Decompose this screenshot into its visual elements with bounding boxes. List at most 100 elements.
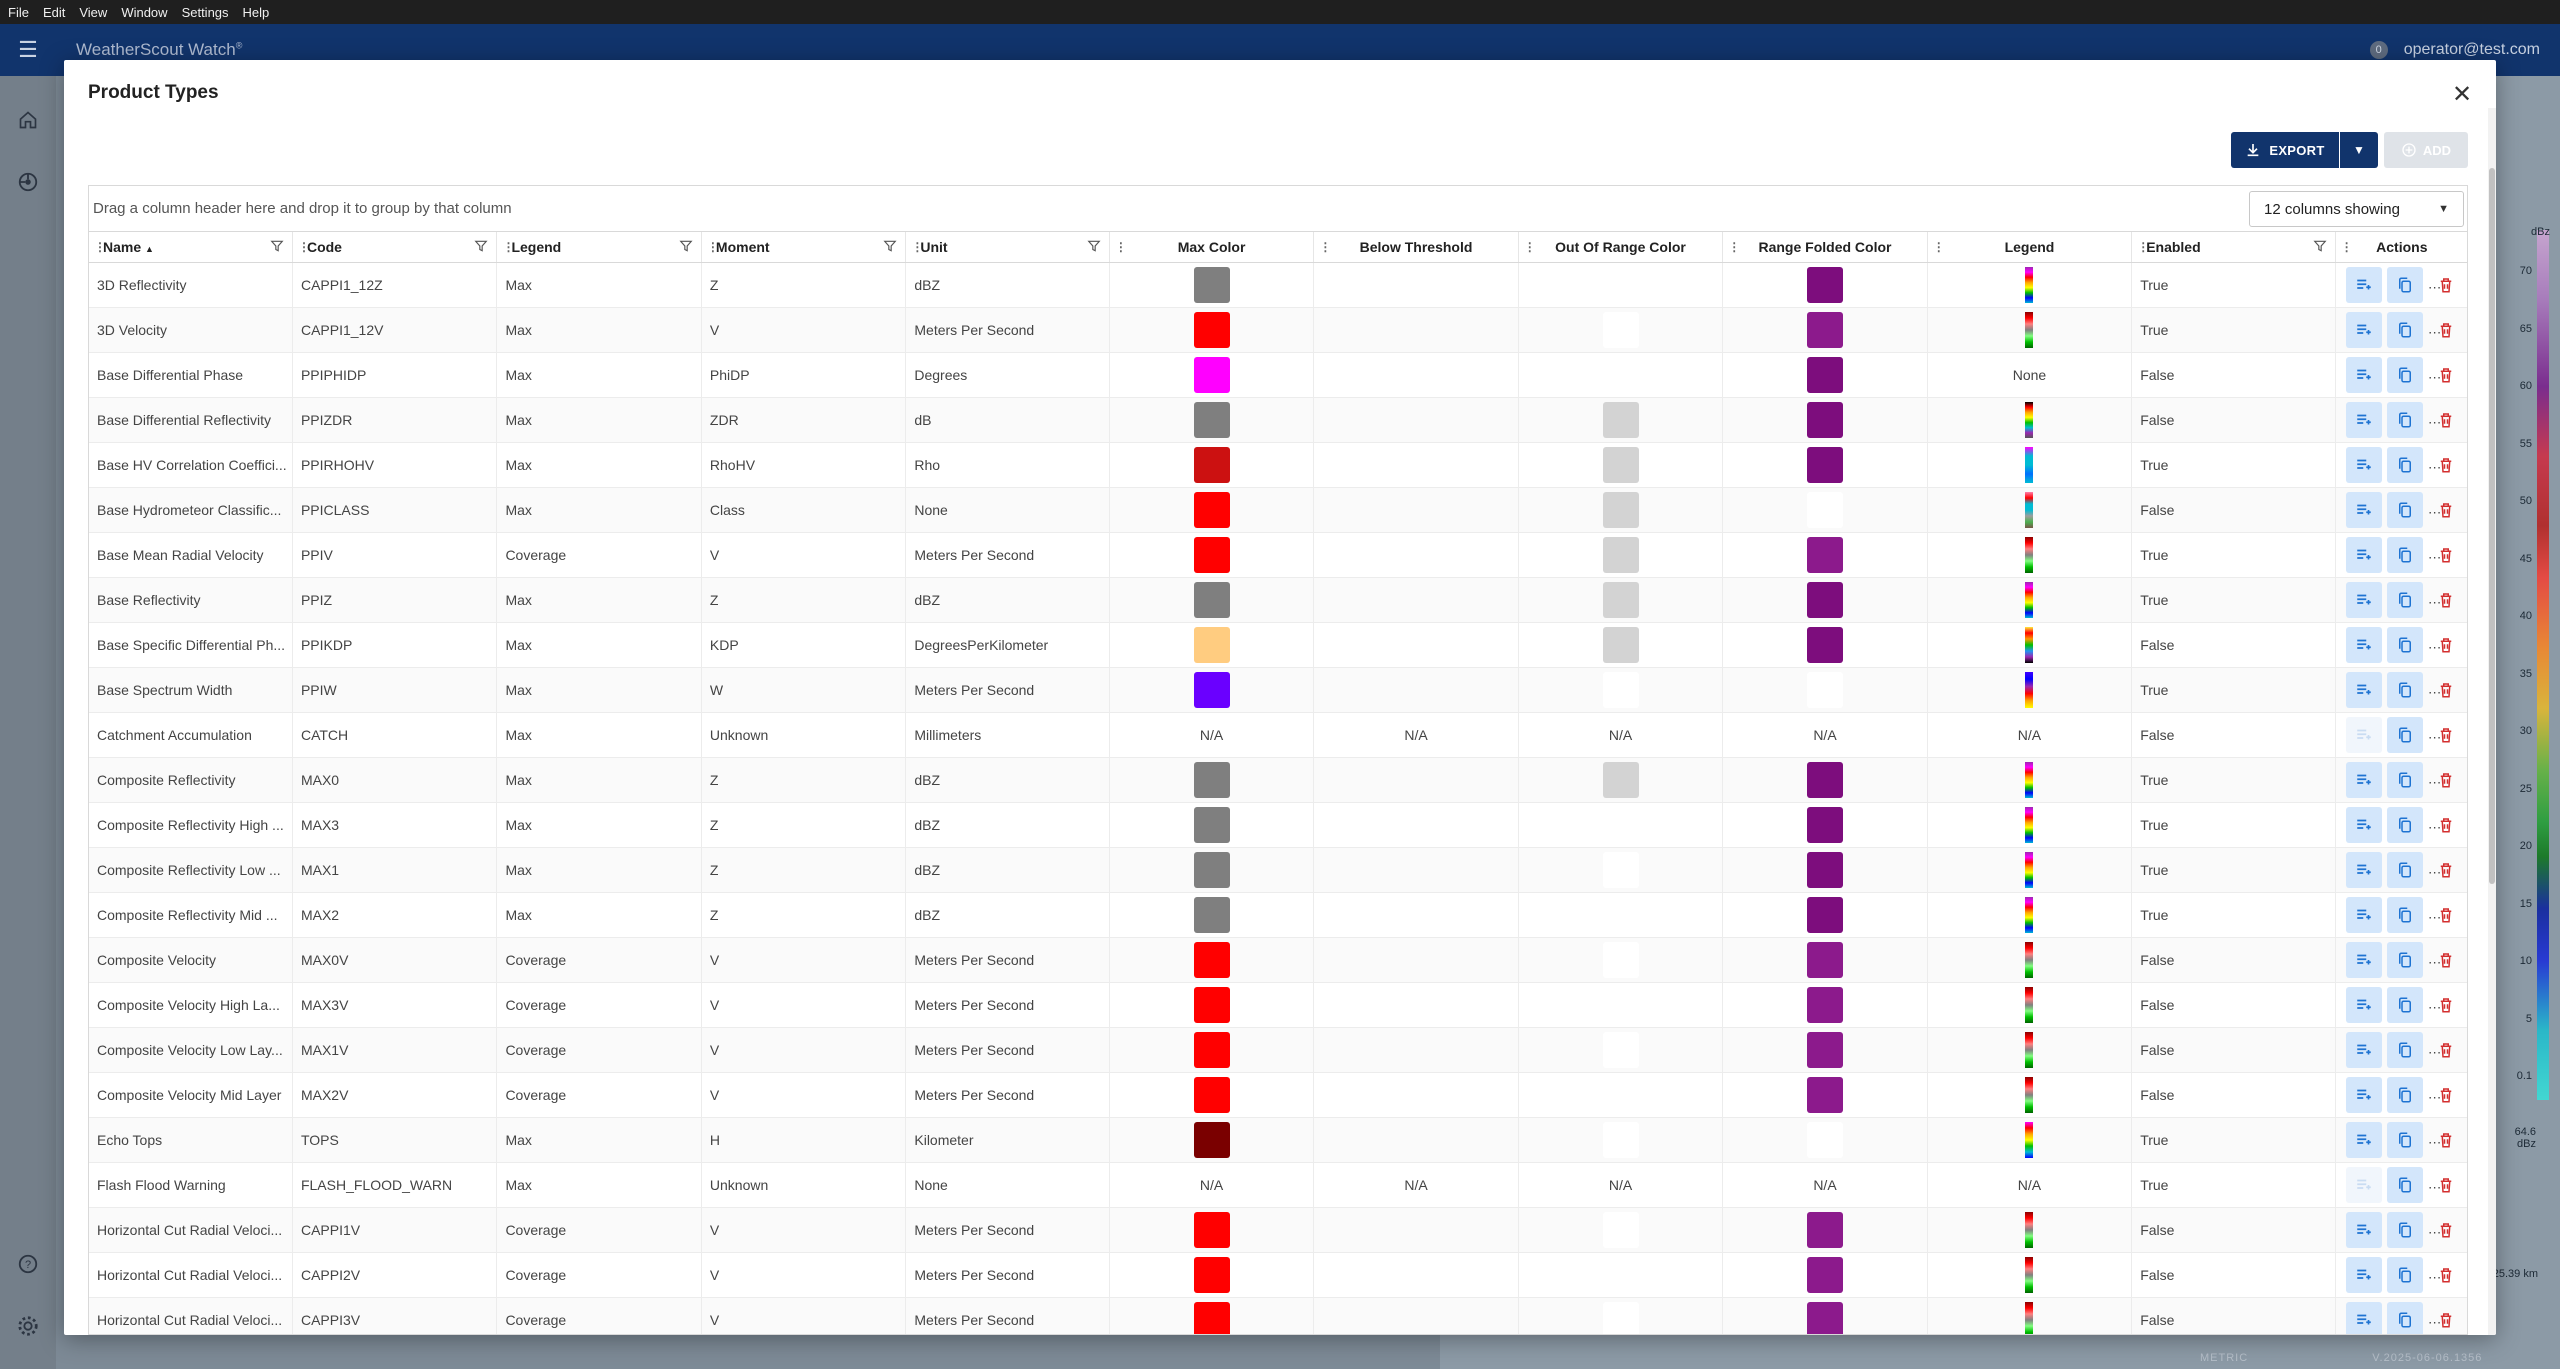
- filter-icon[interactable]: [679, 239, 693, 253]
- drag-handle-icon[interactable]: ⋮: [1932, 240, 1945, 254]
- menu-window[interactable]: Window: [121, 4, 168, 20]
- col-header-enabled[interactable]: ⋮ Enabled: [2131, 232, 2336, 263]
- col-header-below-threshold[interactable]: ⋮ Below Threshold: [1313, 232, 1519, 263]
- color-swatch[interactable]: [1193, 1256, 1230, 1293]
- table-row[interactable]: Echo Tops TOPS Max H Kilometer True: [89, 1117, 2467, 1163]
- duplicate-row-button[interactable]: [2386, 1076, 2423, 1113]
- table-row[interactable]: Composite Velocity Mid Layer MAX2V Coverag…: [89, 1072, 2467, 1118]
- edit-row-button[interactable]: [2345, 401, 2382, 438]
- edit-row-button[interactable]: [2345, 716, 2382, 753]
- duplicate-row-button[interactable]: [2386, 986, 2423, 1023]
- color-swatch[interactable]: [1602, 671, 1639, 708]
- duplicate-row-button[interactable]: [2386, 1256, 2423, 1293]
- help-icon[interactable]: ?: [14, 1250, 42, 1278]
- filter-icon[interactable]: [1087, 239, 1101, 253]
- color-swatch[interactable]: [1806, 356, 1843, 393]
- col-header-code[interactable]: ⋮ Code: [292, 232, 498, 263]
- edit-row-button[interactable]: [2345, 1166, 2382, 1203]
- col-header-max-color[interactable]: ⋮ Max Color: [1109, 232, 1315, 263]
- duplicate-row-button[interactable]: [2386, 1166, 2423, 1203]
- color-swatch[interactable]: [1602, 626, 1639, 663]
- duplicate-row-button[interactable]: [2386, 716, 2423, 753]
- col-header-out-of-range-color[interactable]: ⋮ Out Of Range Color: [1518, 232, 1724, 263]
- color-swatch[interactable]: [1602, 311, 1639, 348]
- col-header-moment[interactable]: ⋮ Moment: [701, 232, 907, 263]
- table-row[interactable]: Base HV Correlation Coeffici... PPIRHOHV M…: [89, 442, 2467, 488]
- color-swatch[interactable]: [1602, 1121, 1639, 1158]
- color-swatch[interactable]: [1806, 1301, 1843, 1334]
- color-swatch[interactable]: [1193, 356, 1230, 393]
- dialog-scrollbar[interactable]: [2488, 108, 2496, 1335]
- duplicate-row-button[interactable]: [2386, 806, 2423, 843]
- table-row[interactable]: Horizontal Cut Radial Veloci... CAPPI3V Co…: [89, 1297, 2467, 1334]
- table-row[interactable]: Base Differential Phase PPIPHIDP Max PhiDP D…: [89, 352, 2467, 398]
- col-header-unit[interactable]: ⋮ Unit: [905, 232, 1110, 263]
- color-swatch[interactable]: [1806, 536, 1843, 573]
- col-header-legend[interactable]: ⋮ Legend: [496, 232, 702, 263]
- menu-view[interactable]: View: [79, 4, 108, 20]
- menu-settings[interactable]: Settings: [181, 4, 229, 20]
- edit-row-button[interactable]: [2345, 671, 2382, 708]
- color-swatch[interactable]: [1602, 1031, 1639, 1068]
- filter-icon[interactable]: [474, 239, 488, 253]
- group-by-panel[interactable]: Drag a column header here and drop it to…: [89, 186, 2467, 232]
- color-swatch[interactable]: [1193, 1031, 1230, 1068]
- duplicate-row-button[interactable]: [2386, 1121, 2423, 1158]
- edit-row-button[interactable]: [2345, 896, 2382, 933]
- color-swatch[interactable]: [1806, 1031, 1843, 1068]
- column-chooser-select[interactable]: 12 columns showing ▼: [2249, 191, 2464, 227]
- color-swatch[interactable]: [1806, 896, 1843, 933]
- edit-row-button[interactable]: [2345, 761, 2382, 798]
- radar-icon[interactable]: [14, 168, 42, 196]
- table-row[interactable]: 3D Velocity CAPPI1_12V Max V Meters Per Seco…: [89, 307, 2467, 353]
- edit-row-button[interactable]: [2345, 446, 2382, 483]
- menu-edit[interactable]: Edit: [42, 4, 66, 20]
- color-swatch[interactable]: [1806, 1121, 1843, 1158]
- filter-icon[interactable]: [883, 239, 897, 253]
- export-button[interactable]: EXPORT: [2231, 132, 2339, 168]
- color-swatch[interactable]: [1193, 626, 1230, 663]
- edit-row-button[interactable]: [2345, 1301, 2382, 1334]
- duplicate-row-button[interactable]: [2386, 941, 2423, 978]
- settings-gear-icon[interactable]: [14, 1312, 42, 1340]
- edit-row-button[interactable]: [2345, 1256, 2382, 1293]
- edit-row-button[interactable]: [2345, 536, 2382, 573]
- table-row[interactable]: Horizontal Cut Radial Veloci... CAPPI1V Co…: [89, 1207, 2467, 1253]
- table-row[interactable]: Flash Flood Warning FLASH_FLOOD_WARN Max Un…: [89, 1162, 2467, 1208]
- table-row[interactable]: Composite Velocity MAX0V Coverage V Meters P…: [89, 937, 2467, 983]
- edit-row-button[interactable]: [2345, 311, 2382, 348]
- edit-row-button[interactable]: [2345, 491, 2382, 528]
- duplicate-row-button[interactable]: [2386, 491, 2423, 528]
- color-swatch[interactable]: [1193, 806, 1230, 843]
- color-swatch[interactable]: [1806, 671, 1843, 708]
- color-swatch[interactable]: [1193, 851, 1230, 888]
- drag-handle-icon[interactable]: ⋮: [94, 240, 106, 254]
- drag-handle-icon[interactable]: ⋮: [911, 240, 923, 254]
- col-header-name[interactable]: ⋮ Name ▲: [89, 232, 293, 263]
- table-row[interactable]: Base Spectrum Width PPIW Max W Meters Per Se…: [89, 667, 2467, 713]
- hamburger-menu-icon[interactable]: ☰: [18, 37, 38, 62]
- duplicate-row-button[interactable]: [2386, 536, 2423, 573]
- color-swatch[interactable]: [1806, 401, 1843, 438]
- drag-handle-icon[interactable]: ⋮: [1319, 240, 1331, 254]
- color-swatch[interactable]: [1193, 491, 1230, 528]
- color-swatch[interactable]: [1193, 761, 1230, 798]
- color-swatch[interactable]: [1602, 401, 1639, 438]
- color-swatch[interactable]: [1806, 266, 1843, 303]
- table-row[interactable]: Composite Velocity High La... MAX3V Covera…: [89, 982, 2467, 1028]
- duplicate-row-button[interactable]: [2386, 401, 2423, 438]
- duplicate-row-button[interactable]: [2386, 311, 2423, 348]
- color-swatch[interactable]: [1602, 941, 1639, 978]
- menu-help[interactable]: Help: [242, 4, 270, 20]
- color-swatch[interactable]: [1193, 986, 1230, 1023]
- edit-row-button[interactable]: [2345, 1211, 2382, 1248]
- color-swatch[interactable]: [1602, 491, 1639, 528]
- table-row[interactable]: Base Differential Reflectivity PPIZDR Max Z…: [89, 397, 2467, 443]
- color-swatch[interactable]: [1602, 851, 1639, 888]
- color-swatch[interactable]: [1193, 896, 1230, 933]
- home-icon[interactable]: [14, 106, 42, 134]
